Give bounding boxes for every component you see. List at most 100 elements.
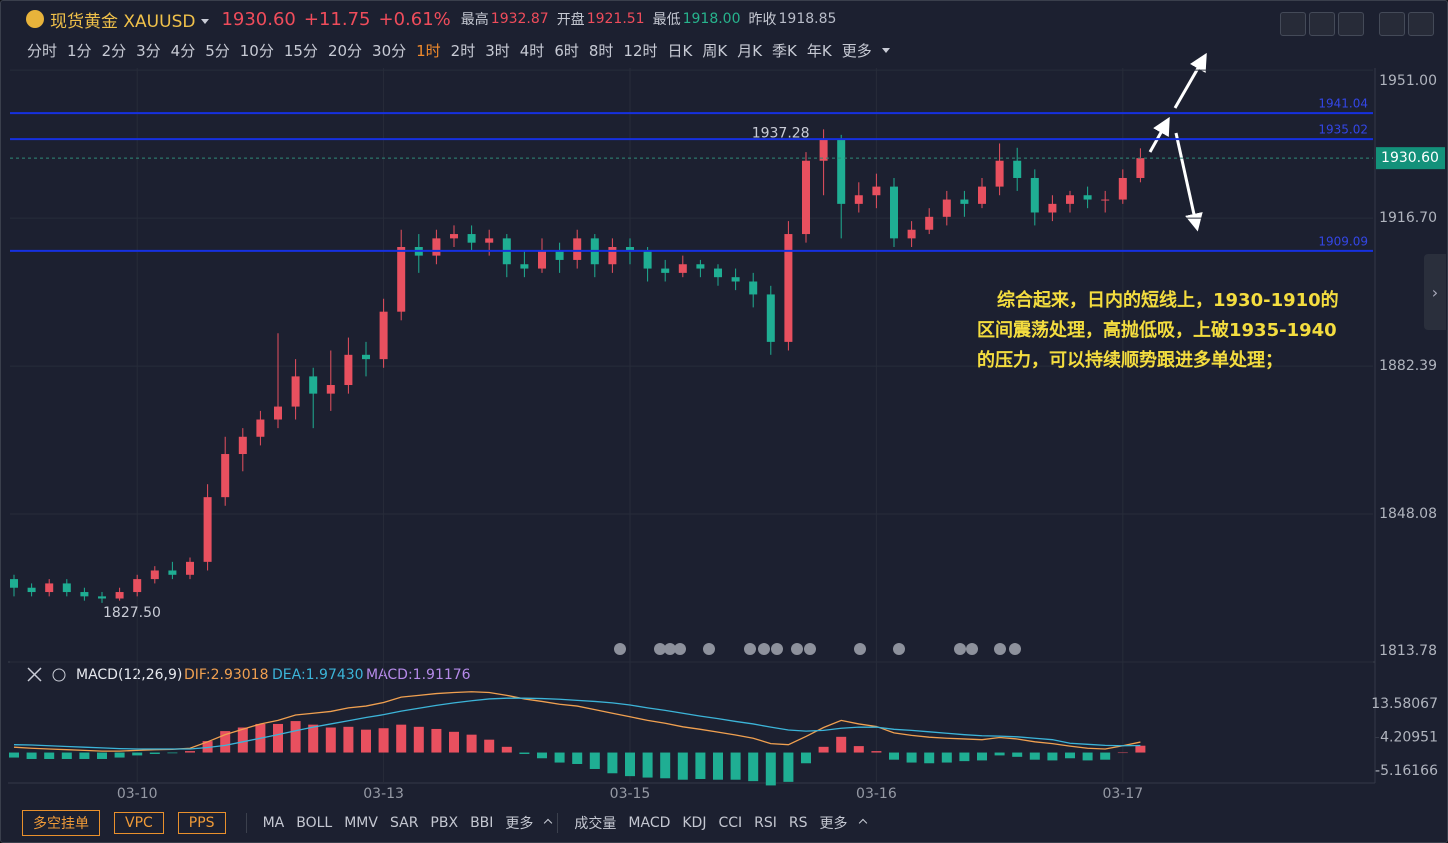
- macd-bar: [396, 724, 407, 753]
- dif-line: [13, 691, 1141, 752]
- timeframe[interactable]: 日K: [667, 41, 693, 60]
- max-label: 1937.28: [752, 125, 810, 141]
- candle-body: [1030, 177, 1039, 213]
- indicator[interactable]: MA: [262, 815, 285, 831]
- candle-body: [1118, 177, 1127, 200]
- indicator[interactable]: RSI: [754, 815, 777, 831]
- macd-bar: [61, 752, 72, 759]
- macd-bar: [677, 752, 688, 780]
- macd-bar: [325, 727, 336, 753]
- macd-bar: [607, 752, 618, 774]
- indicator[interactable]: BBI: [470, 815, 494, 831]
- toolbar-button[interactable]: PPS: [177, 812, 226, 834]
- indicator[interactable]: MACD: [628, 815, 671, 831]
- candle-body: [643, 251, 652, 269]
- timeframe-bar: 分时 1分 2分 3分 4分 5分 10分 15分 20分 30分 1时 2时 3时 4时 6时 8时 12时日…: [22, 38, 895, 62]
- macd-bar: [1065, 752, 1075, 759]
- candle-body: [802, 160, 810, 235]
- macd-bar: [202, 741, 213, 753]
- timeframe[interactable]: 3分: [136, 41, 161, 60]
- timeframe[interactable]: 2分: [101, 41, 127, 60]
- tool-icon[interactable]: [1338, 12, 1364, 36]
- x-tick-label: 03-17: [1102, 786, 1143, 802]
- candle-body: [379, 311, 388, 360]
- macd-bar: [185, 751, 195, 753]
- indicator[interactable]: BOLL: [296, 815, 333, 831]
- macd-bar: [695, 752, 706, 779]
- timeframe[interactable]: 2时: [450, 41, 476, 60]
- macd-close[interactable]: [27, 667, 42, 682]
- coin-icon: [26, 10, 44, 28]
- indicator[interactable]: 成交量: [574, 816, 617, 832]
- timeframe[interactable]: 1分: [67, 41, 92, 60]
- caret: [544, 818, 553, 828]
- candle-body: [467, 234, 476, 243]
- candle-body: [362, 354, 370, 360]
- toolbar-button[interactable]: 多空挂单: [22, 810, 100, 836]
- timeframe[interactable]: 1时: [416, 41, 441, 60]
- candle-body: [238, 436, 247, 455]
- close-icon[interactable]: [1408, 12, 1434, 36]
- timeframe[interactable]: 20分: [327, 41, 363, 60]
- candle-body: [1101, 199, 1110, 201]
- macd-bar: [44, 752, 55, 759]
- timeframe[interactable]: 季K: [772, 41, 797, 60]
- x-tick-label: 03-10: [117, 786, 158, 802]
- tool-icon[interactable]: [1280, 12, 1306, 36]
- caret: [858, 818, 867, 828]
- indicator[interactable]: 更多: [505, 816, 534, 832]
- dif-label: DIF:2.93018: [184, 667, 269, 683]
- timeframe[interactable]: 12时: [623, 41, 658, 60]
- macd-bar: [889, 752, 899, 760]
- timeframe[interactable]: 8时: [588, 41, 614, 60]
- timeframe[interactable]: 年K: [806, 41, 832, 60]
- timeframe[interactable]: 10分: [239, 41, 274, 60]
- candle-body: [837, 139, 846, 204]
- macd-bar: [26, 752, 37, 759]
- timeframe[interactable]: 4时: [519, 41, 545, 60]
- min-label: 1827.50: [103, 605, 161, 621]
- timeframe[interactable]: 30分: [372, 41, 407, 60]
- candle-body: [450, 234, 458, 239]
- indicator[interactable]: 更多: [819, 816, 848, 832]
- last-price-tag: [1376, 147, 1445, 170]
- timeframe[interactable]: 4分: [170, 41, 196, 60]
- more[interactable]: 更多: [841, 41, 872, 60]
- timeframe[interactable]: 周K: [702, 41, 728, 60]
- timeframe[interactable]: 15分: [283, 41, 318, 60]
- indicator[interactable]: MMV: [344, 815, 378, 831]
- timeframe[interactable]: 5分: [205, 41, 230, 60]
- timeframe[interactable]: 6时: [554, 41, 579, 60]
- candle-body: [133, 579, 142, 593]
- candle-body: [538, 251, 546, 269]
- tool-icon[interactable]: [1379, 12, 1405, 36]
- indicator[interactable]: KDJ: [682, 815, 707, 831]
- stat-label: 最低: [652, 12, 681, 28]
- timeframe[interactable]: 3时: [485, 41, 510, 60]
- macd-bar: [378, 728, 389, 753]
- indicator[interactable]: CCI: [718, 815, 743, 831]
- tool-icon[interactable]: [1309, 12, 1335, 36]
- indicator[interactable]: SAR: [389, 815, 419, 831]
- macd-settings[interactable]: [52, 668, 66, 682]
- candle-body: [1083, 195, 1092, 200]
- side-toggle[interactable]: ›: [1424, 254, 1446, 330]
- candle-body: [890, 186, 898, 239]
- macd-bar: [484, 739, 495, 753]
- indicator[interactable]: RS: [788, 815, 808, 831]
- macd-bar: [519, 752, 530, 754]
- y-tick-label: 1848.08: [1379, 506, 1437, 522]
- candle-body: [766, 294, 775, 342]
- y-tick-label: 1813.78: [1379, 643, 1437, 659]
- timeframe[interactable]: 月K: [737, 41, 763, 60]
- candle-body: [942, 199, 951, 217]
- candle-body: [10, 579, 18, 588]
- macd-bar: [959, 752, 970, 762]
- toolbar-button[interactable]: VPC: [114, 812, 164, 834]
- indicator[interactable]: PBX: [430, 815, 459, 831]
- timeframe[interactable]: 分时: [27, 41, 58, 60]
- macd-label: MACD:1.91176: [366, 667, 471, 683]
- macd-bar: [343, 726, 354, 753]
